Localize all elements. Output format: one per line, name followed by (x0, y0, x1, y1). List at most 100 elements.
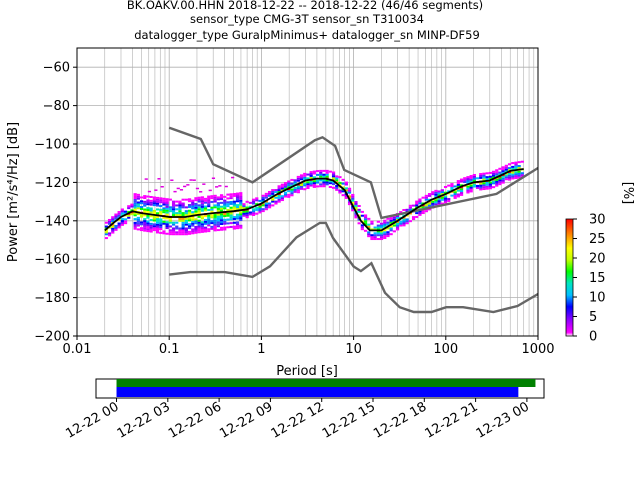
heat-cell (299, 178, 304, 181)
heat-cell (469, 175, 473, 178)
heat-cell (479, 182, 483, 185)
heat-cell (197, 225, 201, 228)
heat-cell (363, 216, 368, 219)
heat-cell (274, 191, 278, 194)
heat-cell (463, 181, 467, 184)
heat-cell (146, 226, 150, 229)
heat-cell (271, 198, 275, 201)
heat-cell (376, 232, 380, 235)
heat-cell (341, 178, 345, 181)
heat-cell (325, 175, 329, 178)
heat-cell (123, 212, 128, 215)
heat-cell (104, 229, 108, 232)
heat-cell (175, 204, 179, 207)
heat-cell (277, 200, 281, 203)
heat-cell (501, 175, 505, 178)
colorbar-tick-label: 15 (589, 271, 606, 286)
heat-cell (123, 220, 128, 223)
heat-cell (210, 197, 214, 200)
heat-cell (498, 179, 502, 182)
heat-cell (136, 203, 140, 206)
heat-cell (223, 201, 227, 204)
heat-cell (187, 217, 192, 220)
heat-cell (181, 223, 185, 226)
heat-cell (203, 197, 208, 200)
heat-cell (117, 210, 121, 213)
heat-cell (376, 226, 380, 229)
heat-cell (271, 192, 275, 195)
heat-cell (136, 207, 140, 210)
heat-cell (155, 200, 160, 203)
heat-cell (511, 167, 515, 170)
heat-cell (431, 200, 435, 203)
heat-cell (159, 208, 163, 211)
heat-cell (229, 197, 233, 200)
heat-cell (485, 176, 489, 179)
heat-cell (178, 214, 182, 217)
heat-cell (197, 231, 201, 234)
heat-cell (379, 226, 384, 229)
heat-cell (331, 177, 336, 180)
heat-cell (152, 229, 156, 232)
heat-cell (322, 179, 326, 182)
heat-cell (319, 185, 323, 188)
heat-cell (143, 197, 147, 200)
heat-cell (216, 207, 220, 210)
title-line-2: sensor_type CMG-3T sensor_sn T310034 (190, 12, 424, 26)
heat-cell (181, 229, 185, 232)
heat-cell (386, 235, 390, 238)
heat-cell (235, 198, 240, 201)
heat-cell (495, 169, 499, 172)
heat-cell (261, 208, 265, 211)
heat-cell (171, 208, 176, 211)
heat-cell (178, 229, 182, 232)
time-tick-label: 12-22 18 (371, 399, 429, 441)
heat-cell (171, 210, 176, 213)
heat-cell (216, 204, 220, 207)
heat-cell (162, 207, 166, 210)
heat-cell (165, 202, 169, 205)
heat-cell (293, 181, 297, 184)
heat-cell (200, 200, 204, 203)
heat-cell (293, 183, 297, 186)
heat-cell (159, 220, 163, 223)
heat-cell (312, 182, 316, 185)
heat-cell (376, 234, 380, 237)
heat-cell (165, 198, 169, 201)
heat-cell (437, 190, 441, 193)
heat-cell (280, 185, 284, 188)
main-plot: 0.01 0.1 1 10 100 1000 −200 −180 −160 −140 −120 −1… (6, 47, 555, 379)
heat-cell (408, 206, 412, 209)
heat-cell (322, 185, 326, 188)
heat-cell (376, 224, 380, 227)
heat-cell (427, 208, 432, 211)
heat-cell (155, 227, 160, 230)
heat-cell (437, 200, 441, 203)
heat-cell (482, 188, 486, 191)
heat-cell (258, 207, 262, 210)
heat-cell (117, 212, 121, 215)
heat-cell (159, 201, 163, 204)
heat-cell (133, 227, 137, 230)
heat-cell (501, 177, 505, 180)
heat-cell (434, 199, 438, 202)
colorbar: 0 5 10 15 20 25 30 [%] (565, 182, 635, 345)
heat-cell (360, 214, 364, 217)
heat-cell (223, 195, 227, 198)
heat-cell (191, 207, 195, 210)
heat-cell (219, 219, 224, 222)
heat-cell (290, 188, 294, 191)
heat-cell (162, 211, 166, 214)
heat-cell (312, 184, 316, 187)
heat-cell (200, 215, 204, 218)
heat-cell (335, 184, 339, 187)
heat-cell (143, 225, 147, 228)
heat-cell (485, 185, 489, 188)
heat-cell (479, 184, 483, 187)
heat-cell (162, 232, 166, 235)
heat-cell (139, 229, 144, 232)
heat-cell (160, 186, 164, 188)
colorbar-tick-label: 5 (589, 310, 597, 325)
heat-cell (485, 183, 489, 186)
heat-cell (351, 199, 355, 202)
